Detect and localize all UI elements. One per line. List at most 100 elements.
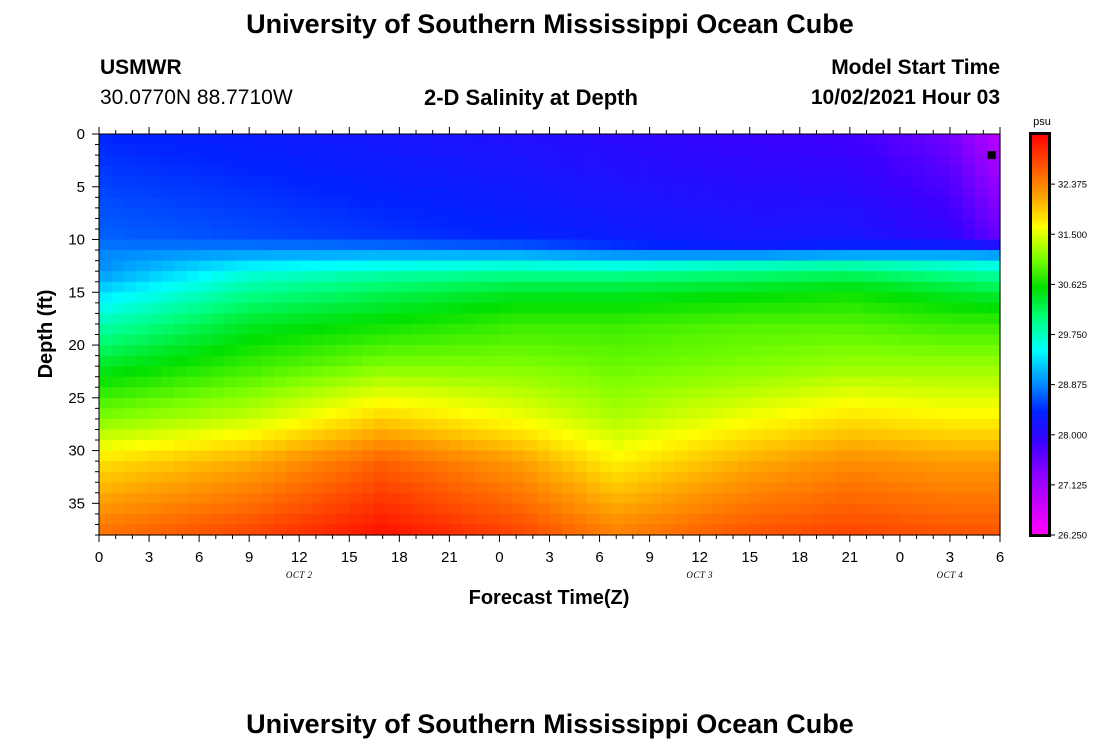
heatmap-cell bbox=[624, 471, 638, 483]
heatmap-cell bbox=[299, 281, 313, 293]
heatmap-cell bbox=[174, 461, 188, 473]
heatmap-cell bbox=[774, 355, 788, 367]
heatmap-cell bbox=[111, 397, 125, 409]
heatmap-cell bbox=[274, 440, 288, 452]
heatmap-cell bbox=[649, 376, 663, 388]
heatmap-cell bbox=[912, 440, 926, 452]
heatmap-cell bbox=[662, 271, 676, 283]
heatmap-cell bbox=[949, 292, 964, 304]
heatmap-cell bbox=[511, 260, 526, 272]
heatmap-cell bbox=[812, 207, 826, 220]
heatmap-cell bbox=[511, 418, 526, 431]
heatmap-cell bbox=[699, 345, 713, 357]
heatmap-cell bbox=[962, 524, 976, 536]
heatmap-cell bbox=[461, 461, 476, 473]
heatmap-cell bbox=[799, 271, 813, 283]
heatmap-cell bbox=[399, 313, 413, 325]
heatmap-cell bbox=[749, 207, 763, 220]
heatmap-cell bbox=[849, 313, 863, 325]
heatmap-cell bbox=[311, 134, 325, 146]
heatmap-cell bbox=[937, 239, 951, 251]
heatmap-cell bbox=[849, 492, 863, 504]
heatmap-cell bbox=[449, 218, 463, 230]
heatmap-cell bbox=[724, 471, 738, 483]
heatmap-cell bbox=[99, 260, 113, 272]
heatmap-cell bbox=[824, 397, 838, 409]
heatmap-cell bbox=[962, 482, 976, 494]
heatmap-cell bbox=[949, 313, 964, 325]
heatmap-cell bbox=[749, 250, 763, 262]
heatmap-cell bbox=[762, 134, 776, 146]
heatmap-cell bbox=[762, 387, 776, 399]
heatmap-cell bbox=[524, 218, 538, 230]
heatmap-cell bbox=[874, 260, 888, 272]
heatmap-cell bbox=[562, 186, 576, 198]
heatmap-cell bbox=[374, 461, 388, 473]
heatmap-cell bbox=[99, 134, 113, 146]
heatmap-cell bbox=[587, 482, 601, 494]
heatmap-cell bbox=[499, 418, 513, 431]
heatmap-cell bbox=[274, 387, 288, 399]
heatmap-cell bbox=[887, 334, 901, 346]
heatmap-cell bbox=[249, 250, 263, 262]
heatmap-cell bbox=[461, 482, 476, 494]
heatmap-cell bbox=[962, 450, 976, 462]
heatmap-cell bbox=[599, 492, 613, 504]
heatmap-cell bbox=[499, 524, 513, 536]
colorbar-tick-label: 30.625 bbox=[1058, 280, 1087, 291]
heatmap-cell bbox=[224, 482, 238, 494]
heatmap-cell bbox=[574, 186, 588, 198]
heatmap-cell bbox=[912, 461, 926, 473]
heatmap-cell bbox=[574, 302, 588, 314]
heatmap-cell bbox=[937, 408, 951, 420]
heatmap-cell bbox=[762, 144, 776, 156]
heatmap-cell bbox=[712, 302, 726, 314]
heatmap-cell bbox=[449, 376, 463, 388]
heatmap-cell bbox=[199, 524, 213, 536]
heatmap-cell bbox=[149, 387, 163, 399]
heatmap-cell bbox=[274, 366, 288, 378]
heatmap-cell bbox=[161, 165, 175, 177]
heatmap-cell bbox=[724, 186, 738, 198]
heatmap-cell bbox=[361, 134, 375, 146]
heatmap-cell bbox=[349, 292, 363, 304]
heatmap-cell bbox=[837, 260, 851, 272]
heatmap-cell bbox=[486, 155, 501, 167]
heatmap-cell bbox=[812, 345, 826, 357]
heatmap-cell bbox=[386, 260, 400, 272]
heatmap-cell bbox=[261, 408, 275, 420]
heatmap-cell bbox=[849, 524, 863, 536]
heatmap-cell bbox=[887, 218, 901, 230]
heatmap-cell bbox=[374, 323, 388, 336]
heatmap-cell bbox=[874, 271, 888, 283]
heatmap-cell bbox=[712, 461, 726, 473]
heatmap-cell bbox=[324, 376, 338, 388]
heatmap-cell bbox=[99, 397, 113, 409]
heatmap-cell bbox=[937, 292, 951, 304]
heatmap-cell bbox=[962, 134, 976, 146]
heatmap-cell bbox=[949, 165, 964, 177]
heatmap-cell bbox=[486, 134, 501, 146]
heatmap-cell bbox=[837, 334, 851, 346]
heatmap-cell bbox=[149, 429, 163, 441]
heatmap-cell bbox=[249, 450, 263, 462]
heatmap-cell bbox=[749, 313, 763, 325]
heatmap-cell bbox=[261, 144, 275, 156]
heatmap-cell bbox=[924, 366, 939, 378]
heatmap-cell bbox=[461, 207, 476, 220]
heatmap-cell bbox=[499, 271, 513, 283]
heatmap-cell bbox=[662, 366, 676, 378]
heatmap-cell bbox=[974, 387, 989, 399]
heatmap-cell bbox=[486, 302, 501, 314]
heatmap-cell bbox=[924, 355, 939, 367]
heatmap-cell bbox=[587, 176, 601, 188]
heatmap-cell bbox=[99, 197, 113, 209]
heatmap-cell bbox=[724, 503, 738, 515]
heatmap-cell bbox=[186, 482, 200, 494]
heatmap-cell bbox=[987, 302, 1001, 314]
heatmap-cell bbox=[499, 397, 513, 409]
heatmap-cell bbox=[236, 387, 250, 399]
heatmap-cell bbox=[837, 176, 851, 188]
heatmap-cell bbox=[524, 429, 538, 441]
heatmap-cell bbox=[574, 218, 588, 230]
